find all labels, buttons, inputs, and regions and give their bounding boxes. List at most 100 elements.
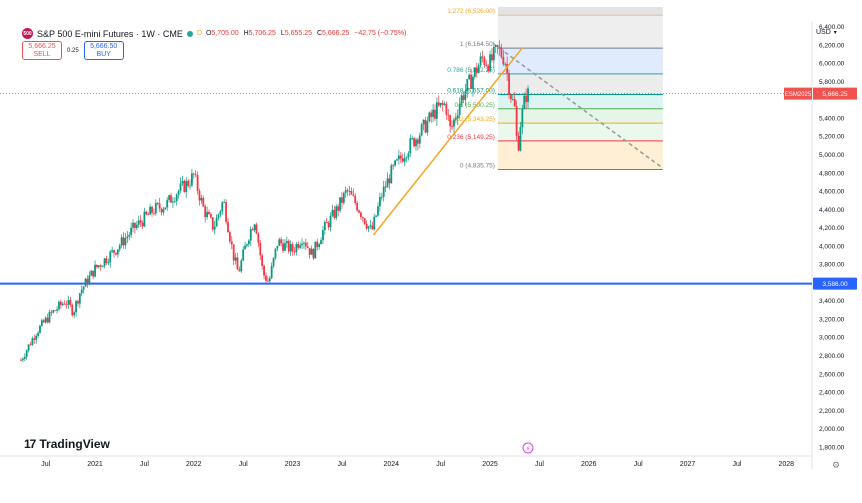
candle-body — [56, 309, 58, 311]
candle-body — [466, 79, 469, 92]
tradingview-logo[interactable]: 17 TradingView — [24, 437, 110, 451]
fib-zone — [497, 94, 663, 109]
candle-body — [168, 195, 171, 200]
candle-body — [153, 212, 155, 214]
candle — [88, 271, 91, 286]
candle — [348, 185, 351, 196]
candle-body — [337, 206, 340, 211]
candle-body — [20, 360, 22, 361]
candle — [278, 237, 281, 246]
candle-body — [111, 250, 114, 252]
candle-body — [287, 240, 290, 252]
candle — [247, 239, 250, 248]
candle — [255, 222, 258, 235]
candle — [213, 220, 216, 235]
candle — [445, 101, 448, 120]
candle — [396, 158, 398, 162]
candle — [268, 276, 271, 283]
candle — [206, 206, 208, 220]
candle-body — [392, 165, 395, 167]
candle — [303, 241, 305, 250]
fib-zone — [497, 123, 663, 141]
candle-body — [234, 257, 237, 261]
candle — [462, 91, 465, 104]
chart-title[interactable]: S&P 500 E-mini Futures · 1W · CME — [37, 28, 183, 39]
y-tick-label: 6,400.00 — [819, 24, 845, 31]
fib-zone — [497, 108, 663, 124]
candle-body — [481, 56, 484, 58]
candle — [42, 318, 45, 324]
candle — [342, 191, 345, 205]
candle — [259, 240, 262, 261]
candle — [489, 50, 491, 73]
candle-body — [101, 266, 104, 267]
candle-body — [99, 265, 102, 267]
candle — [94, 260, 96, 278]
candle-body — [441, 102, 444, 105]
candle-body — [92, 270, 95, 277]
candle — [451, 120, 453, 130]
candle-body — [128, 234, 131, 237]
candle-body — [310, 248, 313, 255]
candle — [173, 197, 176, 204]
candle — [232, 244, 235, 266]
candle — [492, 43, 495, 69]
candle — [335, 204, 338, 221]
replay-lightning-icon — [522, 442, 534, 454]
candle-body — [25, 350, 28, 357]
candle-body — [456, 115, 459, 119]
candle — [244, 241, 246, 250]
candle — [29, 341, 32, 346]
candle-body — [479, 56, 482, 66]
candle-body — [280, 239, 283, 244]
candle-body — [409, 138, 412, 154]
candle — [466, 78, 469, 98]
fib-zone — [497, 73, 663, 95]
x-tick-label: Jul — [732, 461, 741, 468]
candle-body — [265, 275, 267, 281]
candle-body — [172, 201, 174, 203]
candle — [468, 73, 471, 81]
y-tick-label: 4,600.00 — [819, 189, 845, 196]
candle — [458, 97, 461, 119]
candle-body — [449, 115, 452, 127]
candle-body — [443, 103, 446, 105]
candle — [223, 199, 226, 203]
candle — [115, 252, 117, 256]
candle-body — [483, 57, 486, 65]
candle — [494, 44, 497, 53]
candle — [46, 313, 49, 324]
candle — [50, 310, 53, 316]
candle-body — [46, 317, 49, 323]
candle-body — [23, 356, 26, 359]
candle — [139, 215, 142, 227]
candle — [308, 247, 311, 259]
candle — [33, 334, 36, 344]
candle-body — [147, 214, 150, 216]
support-price-tag — [813, 277, 857, 290]
candle-body — [115, 252, 117, 255]
candle-body — [158, 203, 161, 209]
buy-button[interactable]: 5,666.50 BUY — [83, 41, 124, 60]
candle-body — [504, 63, 507, 65]
candle-body — [170, 195, 172, 203]
candle-body — [244, 245, 246, 250]
candle — [397, 150, 400, 165]
candle — [473, 67, 476, 80]
candle-body — [276, 245, 279, 249]
currency-selector[interactable]: USD ▾ — [816, 29, 837, 36]
candle — [304, 238, 307, 250]
candle-body — [515, 106, 518, 136]
candle — [449, 114, 452, 133]
candle-body — [69, 299, 72, 305]
candle — [40, 318, 43, 327]
candle-body — [322, 230, 324, 241]
candle — [242, 246, 245, 262]
candle — [221, 201, 224, 215]
x-tick-label: Jul — [634, 461, 643, 468]
y-tick-label: 3,000.00 — [819, 335, 845, 342]
sell-button[interactable]: 5,666.25 SELL — [22, 41, 62, 60]
candle-body — [151, 206, 153, 213]
